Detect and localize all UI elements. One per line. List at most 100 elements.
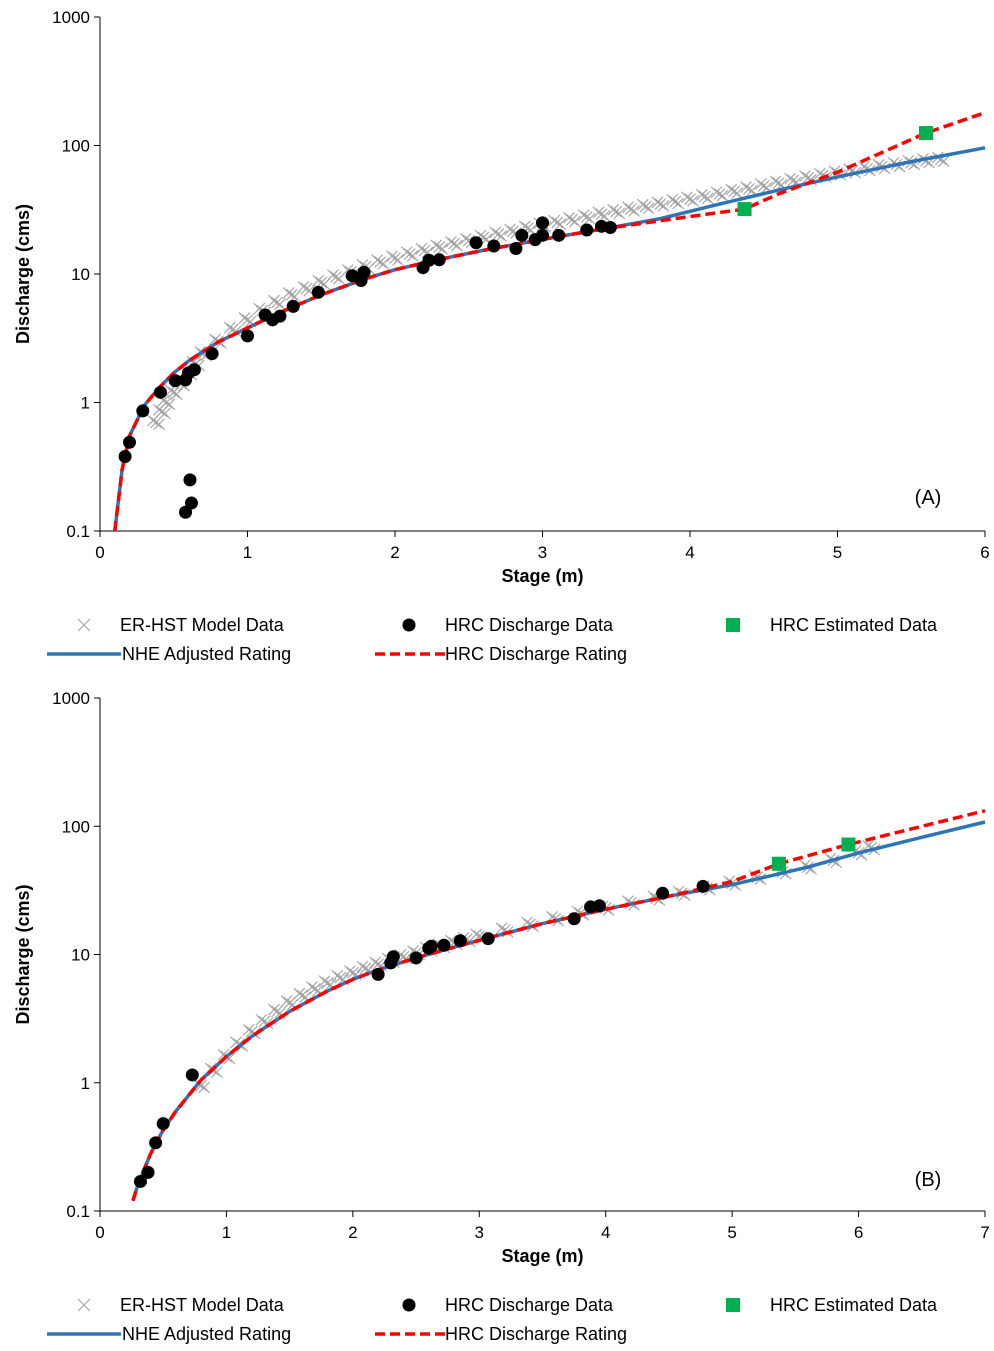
x-tick-label: 6 [980,543,989,562]
x-tick-label: 2 [348,1223,357,1242]
model-data-point [772,177,785,190]
model-data-point [297,280,310,293]
x-tick-label: 0 [95,543,104,562]
hrc-discharge-data-point [453,934,467,948]
hrc-discharge-data-point [422,253,436,267]
model-data-point [346,966,359,979]
model-data-point [170,388,183,401]
model-data-point [554,218,567,231]
model-data-point [684,193,696,205]
model-data-point [406,249,419,262]
legend-model-label: ER-HST Model Data [120,615,285,635]
model-data-point [816,169,829,182]
hrc-discharge-data-point [567,912,581,926]
y-tick-label: 10 [71,265,90,284]
hrc-discharge-data-point [656,886,670,900]
model-data-point [343,965,356,977]
model-data-point [687,194,699,207]
model-data-point [282,286,295,299]
model-data-point [331,969,344,982]
hrc-discharge-data-point [187,363,201,377]
legend-hrc-label: HRC Discharge Rating [445,1324,627,1344]
model-data-point [433,241,446,254]
model-data-point [937,155,950,168]
model-data-point [695,188,708,201]
model-data-point [369,956,382,969]
hrc-discharge-data-point [168,374,182,388]
x-tick-label: 5 [833,543,842,562]
model-data-point [268,294,280,307]
legend-discharge-label: HRC Discharge Data [445,615,614,635]
model-data-point [448,237,460,250]
model-data-point [672,197,685,210]
model-data-point [268,1003,280,1016]
model-data-point [713,187,726,200]
model-data-point [321,977,334,989]
model-data-point [813,167,826,180]
x-tick-label: 2 [390,543,399,562]
model-data-point [613,207,626,220]
hrc-discharge-data-point [424,939,438,953]
hrc-discharge-data-point [580,223,594,237]
model-data-point [327,269,339,281]
x-tick-label: 4 [685,543,694,562]
model-data-point [681,191,693,204]
model-data-point [569,215,581,228]
x-tick-label: 0 [95,1223,104,1242]
model-data-point [610,205,623,218]
hrc-discharge-data-point [133,1174,147,1188]
model-data-point [480,233,493,246]
hrc-discharge-data-point [481,932,495,946]
model-data-point [657,199,670,212]
hrc-discharge-data-point [409,951,423,965]
model-data-point [217,1048,230,1061]
hrc-discharge-data-point [286,299,300,313]
model-data-point [386,250,398,263]
model-data-point [230,1036,242,1049]
model-data-point [799,170,811,182]
model-data-point [241,313,254,326]
model-data-point [299,991,312,1004]
model-data-point [451,239,463,252]
hrc-discharge-data-point [136,404,150,418]
legend-estimated-icon [726,618,740,632]
model-data-point [209,333,221,346]
chart-b-svg: 0.1 1 10 100 1000 0 1 2 3 4 5 6 7 Stage (m) Discharge … [13,689,990,1344]
model-data-point [153,418,165,431]
legend-estimated-icon [726,1298,740,1312]
legend-estimated-label: HRC Estimated Data [770,1295,938,1315]
hrc-discharge-data-point [552,228,566,242]
hrc-discharge-data-point [179,505,193,519]
model-data-point [495,230,508,242]
legend-hrc-label: HRC Discharge Rating [445,644,627,664]
chart-a-svg: 0.1 1 10 100 1000 0 1 2 3 4 5 6 Stage (m) Discharge (… [13,8,990,664]
hrc-discharge-data-point [592,899,606,913]
legend: ER-HST Model Data HRC Discharge Data HRC E… [47,1295,938,1344]
model-data-point [592,206,605,219]
legend-nhe-label: NHE Adjusted Rating [122,644,291,664]
model-data-point [716,189,729,202]
hrc-discharge-data-point [153,385,167,399]
model-data-point [598,210,611,222]
model-data-point [374,256,387,268]
model-data-point [784,172,797,185]
model-data-point [430,239,443,252]
hrc-discharge-data-point [311,285,325,299]
legend-discharge-icon [402,618,416,632]
model-data-point [728,185,741,198]
hrc-discharge-data-point [469,236,483,250]
legend-nhe-label: NHE Adjusted Rating [122,1324,291,1344]
model-data-point [159,407,171,420]
model-data-point [244,315,257,328]
nhe-adjusted-rating-line [131,820,986,1202]
model-data-point [242,1023,255,1036]
model-data-point [312,274,325,287]
model-data-series [192,840,881,1094]
hrc-discharge-data-point [386,950,400,964]
x-tick-label: 3 [475,1223,484,1242]
y-tick-label: 0.1 [66,522,90,541]
model-data-point [389,252,401,265]
model-data-point [802,171,814,184]
x-tick-label: 4 [601,1223,610,1242]
model-data-point [787,174,800,187]
